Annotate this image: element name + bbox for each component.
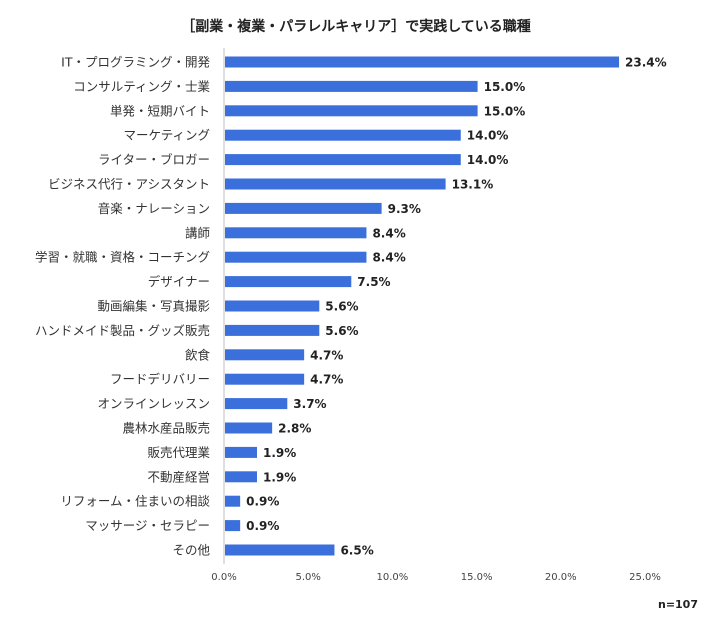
x-tick-label: 0.0% bbox=[211, 572, 236, 583]
category-label: ライター・ブロガー bbox=[98, 152, 210, 167]
bar bbox=[225, 251, 367, 263]
category-label: 販売代理業 bbox=[147, 445, 210, 460]
bar bbox=[225, 471, 257, 483]
chart-title: ［副業・複業・パラレルキャリア］で実践している職種 bbox=[181, 19, 531, 35]
category-label: デザイナー bbox=[148, 274, 210, 289]
value-label: 13.1% bbox=[452, 178, 494, 192]
bar bbox=[225, 446, 257, 458]
value-label: 7.5% bbox=[357, 275, 390, 289]
value-label: 2.8% bbox=[278, 422, 311, 436]
category-label: 動画編集・写真撮影 bbox=[97, 299, 210, 314]
value-label: 0.9% bbox=[246, 495, 279, 509]
bar bbox=[225, 178, 446, 190]
category-label: 学習・就職・資格・コーチング bbox=[35, 250, 210, 265]
bar bbox=[225, 56, 620, 68]
value-label: 1.9% bbox=[263, 446, 296, 460]
bar bbox=[225, 202, 382, 214]
x-tick-label: 5.0% bbox=[295, 572, 320, 583]
value-label: 23.4% bbox=[625, 56, 667, 70]
value-label: 6.5% bbox=[340, 544, 373, 558]
category-label: 農林水産品販売 bbox=[122, 421, 210, 436]
bar bbox=[225, 495, 241, 507]
value-label: 14.0% bbox=[467, 153, 509, 167]
category-label: オンラインレッスン bbox=[97, 396, 210, 411]
bar bbox=[225, 276, 352, 288]
bar bbox=[225, 544, 335, 556]
bar bbox=[225, 398, 288, 410]
category-label: 不動産経営 bbox=[147, 469, 210, 484]
bar bbox=[225, 520, 241, 532]
value-label: 15.0% bbox=[484, 80, 526, 94]
bar bbox=[225, 349, 305, 361]
category-label: 単発・短期バイト bbox=[110, 103, 210, 118]
category-label: フードデリバリー bbox=[110, 372, 210, 387]
bar bbox=[225, 154, 461, 166]
category-label: 音楽・ナレーション bbox=[98, 201, 210, 216]
category-label: マッサージ・セラピー bbox=[85, 518, 210, 533]
bar bbox=[225, 129, 461, 141]
bar bbox=[225, 105, 478, 117]
bar bbox=[225, 300, 320, 312]
x-tick-label: 25.0% bbox=[629, 572, 661, 583]
category-label: 飲食 bbox=[185, 347, 211, 362]
value-label: 0.9% bbox=[246, 519, 279, 533]
sample-size-note: n=107 bbox=[657, 598, 698, 611]
bar bbox=[225, 227, 367, 239]
category-label: ビジネス代行・アシスタント bbox=[48, 177, 210, 192]
value-label: 15.0% bbox=[484, 104, 526, 118]
value-label: 8.4% bbox=[372, 251, 405, 265]
category-label: ハンドメイド製品・グッズ販売 bbox=[35, 323, 210, 338]
bar bbox=[225, 324, 320, 336]
category-label: IT・プログラミング・開発 bbox=[61, 55, 210, 70]
value-label: 14.0% bbox=[467, 129, 509, 143]
value-label: 4.7% bbox=[310, 373, 343, 387]
value-label: 5.6% bbox=[325, 300, 358, 314]
value-label: 5.6% bbox=[325, 324, 358, 338]
value-label: 1.9% bbox=[263, 470, 296, 484]
category-label: リフォーム・住まいの相談 bbox=[60, 494, 210, 509]
x-tick-label: 15.0% bbox=[461, 572, 493, 583]
x-tick-label: 20.0% bbox=[545, 572, 577, 583]
value-label: 9.3% bbox=[388, 202, 421, 216]
bar bbox=[225, 422, 273, 434]
category-label: 講師 bbox=[185, 225, 210, 240]
bar bbox=[225, 80, 478, 92]
bar bbox=[225, 373, 305, 385]
value-label: 4.7% bbox=[310, 348, 343, 362]
category-label: マーケティング bbox=[123, 128, 210, 143]
category-label: その他 bbox=[172, 543, 210, 558]
value-label: 8.4% bbox=[372, 226, 405, 240]
category-label: コンサルティング・士業 bbox=[73, 79, 210, 94]
x-tick-label: 10.0% bbox=[377, 572, 409, 583]
value-label: 3.7% bbox=[293, 397, 326, 411]
